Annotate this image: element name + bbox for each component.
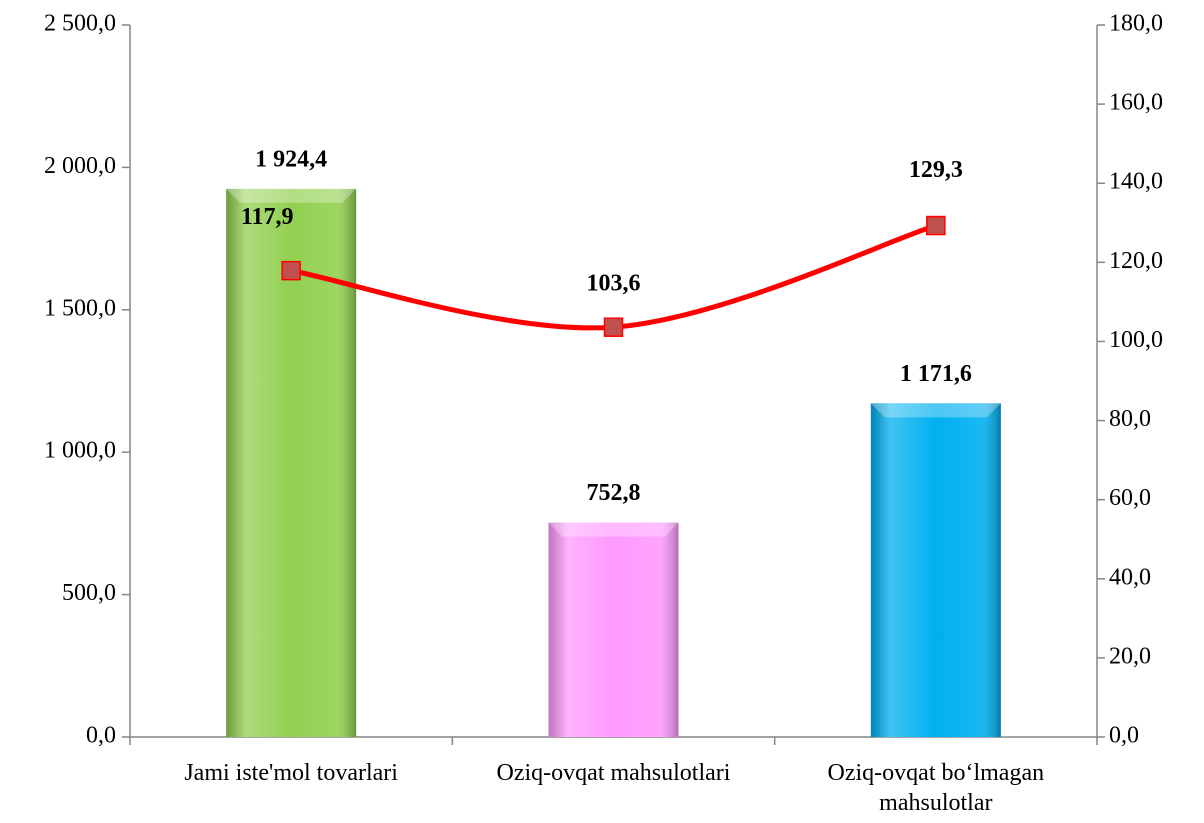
data-label: 1 924,4 xyxy=(255,146,327,172)
y-tick-label: 0,0 xyxy=(86,723,116,749)
y2-tick-label: 20,0 xyxy=(1109,643,1151,669)
y-tick-label: 2 500,0 xyxy=(44,11,116,37)
y2-tick-label: 140,0 xyxy=(1109,169,1163,195)
x-tick-label: Oziq-ovqat mahsulotlari xyxy=(496,760,731,786)
data-label: 752,8 xyxy=(587,480,641,506)
bar-bevel xyxy=(870,403,1001,418)
y2-tick-label: 60,0 xyxy=(1109,485,1151,511)
line-marker xyxy=(926,215,946,236)
data-label: 1 171,6 xyxy=(900,361,972,387)
x-tick-label: Oziq-ovqat bo‘lmagan mahsulotlar xyxy=(827,760,1045,816)
y2-tick-label: 80,0 xyxy=(1109,406,1151,432)
data-label: 129,3 xyxy=(909,157,963,183)
y-tick-label: 1 500,0 xyxy=(44,295,116,321)
bar-shine xyxy=(548,522,679,737)
bar-bevel xyxy=(548,522,679,537)
y2-tick-label: 0,0 xyxy=(1109,723,1139,749)
bar-bevel xyxy=(226,188,357,203)
x-tick-label: Jami iste'mol tovarlari xyxy=(184,760,398,786)
y-tick-label: 2 000,0 xyxy=(44,153,116,179)
y-tick-label: 500,0 xyxy=(62,580,116,606)
line-marker xyxy=(281,260,301,281)
line-marker xyxy=(603,317,624,337)
y2-tick-label: 180,0 xyxy=(1109,11,1163,37)
y-tick-label: 1 000,0 xyxy=(44,438,116,464)
bar-shine xyxy=(870,403,1001,737)
data-label: 103,6 xyxy=(587,271,641,297)
y2-tick-label: 40,0 xyxy=(1109,564,1151,590)
y2-tick-label: 120,0 xyxy=(1109,248,1163,274)
data-label: 117,9 xyxy=(241,204,294,230)
y2-tick-label: 160,0 xyxy=(1109,90,1163,116)
y2-tick-label: 100,0 xyxy=(1109,327,1163,353)
